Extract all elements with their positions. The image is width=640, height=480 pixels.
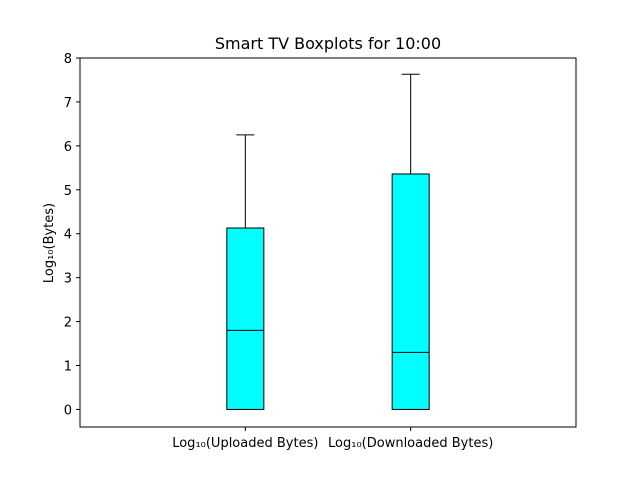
plot-frame bbox=[79, 57, 577, 428]
iqr-box bbox=[391, 173, 430, 410]
box-group bbox=[226, 134, 265, 410]
y-tick-label: 6 bbox=[64, 140, 72, 155]
y-tick-label: 1 bbox=[64, 360, 72, 375]
y-tick-label: 4 bbox=[64, 228, 72, 243]
x-tick-label: Log₁₀(Downloaded Bytes) bbox=[328, 436, 493, 451]
y-axis-label: Log₁₀(Bytes) bbox=[42, 203, 57, 283]
chart-title: Smart TV Boxplots for 10:00 bbox=[215, 34, 441, 53]
y-axis-ticks: 0 1 2 3 4 5 6 7 8 bbox=[64, 52, 80, 418]
y-tick-label: 0 bbox=[64, 403, 72, 418]
y-tick-label: 2 bbox=[64, 316, 72, 331]
x-tick-label: Log₁₀(Uploaded Bytes) bbox=[172, 436, 318, 451]
y-tick-label: 8 bbox=[64, 52, 72, 67]
iqr-box bbox=[226, 227, 265, 410]
y-tick-label: 7 bbox=[64, 96, 72, 111]
y-tick-label: 5 bbox=[64, 184, 72, 199]
y-tick-label: 3 bbox=[64, 272, 72, 287]
x-axis-ticks: Log₁₀(Uploaded Bytes) Log₁₀(Downloaded By… bbox=[172, 427, 493, 451]
box-group bbox=[391, 73, 430, 410]
boxes-layer bbox=[226, 73, 430, 410]
